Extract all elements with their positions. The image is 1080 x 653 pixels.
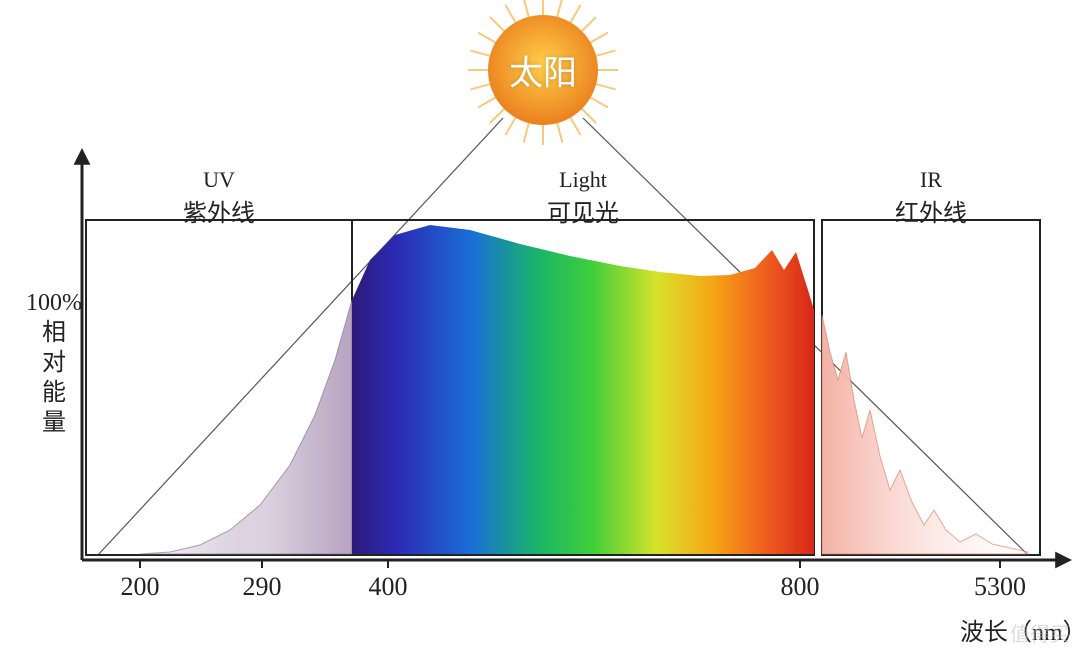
y-axis-label-3: 能 [26, 378, 82, 408]
y-axis-arrow-icon [74, 148, 91, 165]
region-label-uv: UV 紫外线 [139, 167, 299, 228]
x-tick-400: 400 [369, 572, 408, 602]
x-tick-5300: 5300 [974, 572, 1026, 602]
ir-spectrum-area [822, 315, 1028, 554]
y-axis-label-1: 相 [26, 318, 82, 348]
visible-spectrum-band [352, 220, 814, 555]
chart-svg [0, 0, 1080, 653]
light-label-zh: 可见光 [503, 193, 663, 228]
watermark: 值得买 [1010, 618, 1070, 647]
sun-label: 太阳 [509, 46, 577, 95]
spectrum-diagram: 太阳 UV 紫外线 Light 可见光 IR 红外线 100% 相 对 能 量 … [0, 0, 1080, 653]
light-label-en: Light [503, 167, 663, 193]
uv-label-zh: 紫外线 [139, 193, 299, 228]
x-axis-arrow-icon [1055, 552, 1072, 569]
region-label-ir: IR 红外线 [851, 167, 1011, 228]
x-tick-200: 200 [121, 572, 160, 602]
x-tick-290: 290 [243, 572, 282, 602]
y-axis-label-4: 量 [26, 408, 82, 438]
y-axis-label: 100% 相 对 能 量 [26, 288, 82, 438]
y-axis-label-2: 对 [26, 348, 82, 378]
x-tick-800: 800 [781, 572, 820, 602]
ir-label-en: IR [851, 167, 1011, 193]
uv-spectrum-area [140, 300, 352, 554]
uv-label-en: UV [139, 167, 299, 193]
region-label-light: Light 可见光 [503, 167, 663, 228]
ir-label-zh: 红外线 [851, 193, 1011, 228]
y-axis-label-0: 100% [26, 288, 82, 318]
